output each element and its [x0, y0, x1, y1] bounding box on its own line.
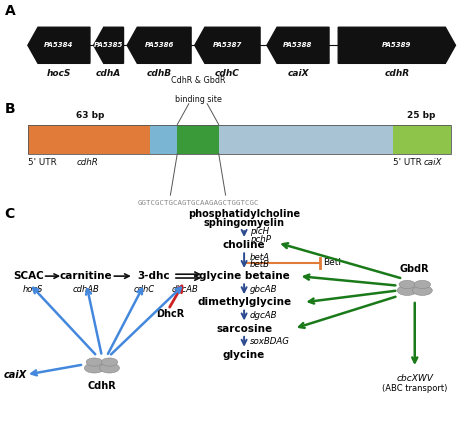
Text: 25 bp: 25 bp: [407, 111, 435, 120]
Text: plcH: plcH: [250, 227, 269, 236]
Text: cdhR: cdhR: [76, 158, 98, 167]
Polygon shape: [127, 27, 191, 63]
Text: GGTCGCTGCAGTGCAAGAGCTGGTCGC: GGTCGCTGCAGTGCAAGAGCTGGTCGC: [137, 200, 259, 206]
Text: CdhR: CdhR: [88, 381, 116, 391]
Text: CdhR & GbdR: CdhR & GbdR: [171, 76, 225, 85]
Text: BetI: BetI: [323, 259, 341, 267]
Circle shape: [101, 358, 118, 366]
Text: SCAC: SCAC: [13, 271, 44, 281]
Circle shape: [397, 286, 417, 295]
Circle shape: [100, 363, 119, 373]
Text: cdhC: cdhC: [134, 285, 155, 294]
Text: hocS: hocS: [23, 285, 43, 294]
Text: PA5385: PA5385: [94, 42, 123, 48]
Circle shape: [412, 286, 432, 295]
Polygon shape: [338, 27, 456, 63]
Text: glycine: glycine: [223, 350, 265, 360]
Polygon shape: [267, 27, 329, 63]
Text: cdhB: cdhB: [146, 69, 172, 78]
Text: PA5389: PA5389: [382, 42, 411, 48]
Text: 3-dhc: 3-dhc: [138, 271, 170, 281]
Text: PA5386: PA5386: [145, 42, 174, 48]
Text: betB: betB: [250, 260, 270, 270]
Text: PA5388: PA5388: [283, 42, 313, 48]
Text: dimethylglycine: dimethylglycine: [197, 297, 291, 307]
Circle shape: [414, 280, 430, 289]
Text: PA5387: PA5387: [213, 42, 242, 48]
Text: cdhR: cdhR: [384, 69, 410, 78]
Text: 5' UTR: 5' UTR: [393, 158, 425, 167]
Text: sarcosine: sarcosine: [216, 324, 272, 334]
Text: dhcAB: dhcAB: [172, 285, 198, 294]
Circle shape: [399, 280, 415, 289]
Bar: [28, 125, 451, 153]
Polygon shape: [195, 27, 260, 63]
Text: C: C: [5, 207, 15, 221]
Text: glycine betaine: glycine betaine: [199, 271, 290, 281]
Text: dgcAB: dgcAB: [250, 311, 277, 320]
Text: PA5384: PA5384: [44, 42, 73, 48]
Text: cdhA: cdhA: [96, 69, 121, 78]
Text: gbcAB: gbcAB: [250, 285, 277, 294]
Bar: [177, 125, 219, 153]
Text: sphingomyelin: sphingomyelin: [204, 218, 284, 228]
Text: caiX: caiX: [287, 69, 309, 78]
Text: caiX: caiX: [4, 370, 27, 380]
Text: cdhAB: cdhAB: [73, 285, 100, 294]
Circle shape: [86, 358, 102, 366]
Polygon shape: [94, 27, 124, 63]
Text: phosphatidylcholine: phosphatidylcholine: [188, 209, 300, 219]
Text: caiX: caiX: [423, 158, 442, 167]
Circle shape: [84, 363, 104, 373]
Text: 63 bp: 63 bp: [76, 111, 104, 120]
Text: 5' UTR: 5' UTR: [28, 158, 59, 167]
Text: cdhC: cdhC: [215, 69, 240, 78]
Text: (ABC transport): (ABC transport): [382, 384, 447, 393]
Text: pchP: pchP: [250, 235, 271, 244]
Text: A: A: [5, 4, 16, 19]
Text: soxBDAG: soxBDAG: [250, 337, 290, 346]
Text: B: B: [5, 102, 16, 116]
Text: DhcR: DhcR: [156, 309, 185, 319]
Bar: [28, 125, 150, 153]
Text: betA: betA: [250, 252, 270, 262]
Text: choline: choline: [223, 240, 265, 250]
Bar: [219, 125, 393, 153]
Text: carnitine: carnitine: [60, 271, 113, 281]
Polygon shape: [28, 27, 90, 63]
Bar: [393, 125, 451, 153]
Text: hocS: hocS: [47, 69, 71, 78]
Text: binding site: binding site: [174, 95, 221, 104]
Bar: [150, 125, 177, 153]
Text: GbdR: GbdR: [400, 264, 429, 274]
Text: cbcXWV: cbcXWV: [396, 374, 433, 383]
